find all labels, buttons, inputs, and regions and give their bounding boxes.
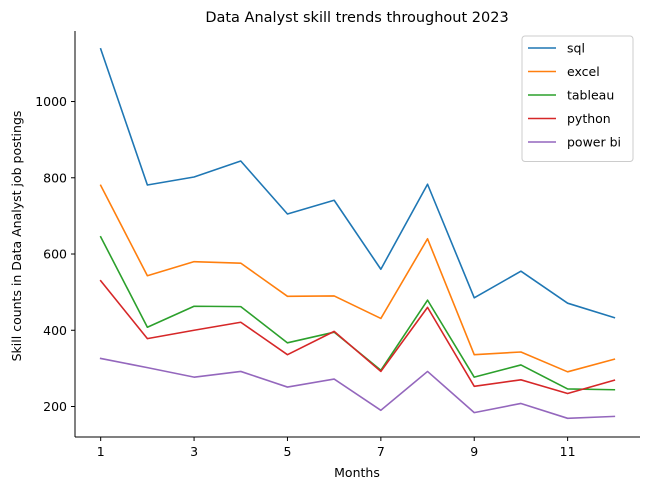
series-line-excel: [99, 184, 616, 373]
x-tick-label: 7: [377, 444, 385, 459]
axes: [74, 31, 640, 438]
y-tick-label: 800: [43, 170, 67, 185]
x-tick-label: 9: [470, 444, 478, 459]
y-tick-label: 200: [43, 399, 67, 414]
x-tick-label: 1: [97, 444, 105, 459]
plot-area: [99, 47, 616, 420]
x-tick-label: 11: [560, 444, 576, 459]
x-axis-ticks: 1 3 5 7 9 11: [97, 437, 576, 459]
x-tick-label: 5: [283, 444, 291, 459]
y-axis-label: Skill counts in Data Analyst job posting…: [9, 111, 24, 362]
legend-label: tableau: [567, 88, 614, 103]
chart-title: Data Analyst skill trends throughout 202…: [205, 10, 508, 26]
legend-label: sql: [567, 41, 585, 56]
series-line-tableau: [99, 235, 616, 391]
x-tick-label: 3: [190, 444, 198, 459]
legend: sql excel tableau python power bi: [521, 35, 634, 162]
legend-box: [521, 35, 634, 162]
legend-label: excel: [567, 64, 600, 79]
y-tick-label: 400: [43, 323, 67, 338]
legend-label: python: [567, 111, 611, 126]
series-line-sql: [99, 47, 616, 319]
series-line-python: [99, 279, 616, 395]
series-line-power-bi: [99, 357, 616, 420]
legend-label: power bi: [567, 135, 621, 150]
x-axis-label: Months: [334, 465, 380, 480]
y-tick-label: 600: [43, 247, 67, 262]
y-tick-label: 1000: [35, 94, 67, 109]
y-axis-ticks: 200 400 600 800 1000: [35, 94, 75, 414]
